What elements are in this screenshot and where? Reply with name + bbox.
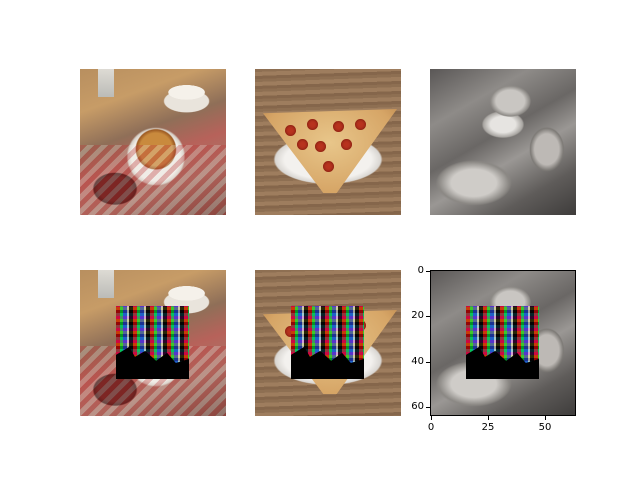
x-tick bbox=[431, 416, 432, 420]
y-tick-label: 40 bbox=[411, 356, 424, 367]
y-tick-label: 20 bbox=[411, 310, 424, 321]
baby-image-original bbox=[430, 69, 576, 215]
noise-patch bbox=[116, 306, 189, 379]
y-tick bbox=[426, 362, 430, 363]
x-tick-label: 25 bbox=[481, 422, 495, 433]
y-tick bbox=[426, 271, 430, 272]
y-tick-label: 0 bbox=[417, 265, 424, 276]
baby-photo bbox=[430, 69, 576, 215]
breakfast-photo bbox=[80, 270, 226, 416]
pizza-image-original bbox=[255, 69, 401, 215]
y-tick-label: 60 bbox=[411, 401, 424, 412]
pizza-image-occluded bbox=[255, 270, 401, 416]
breakfast-photo bbox=[80, 69, 226, 215]
baby-image-occluded bbox=[430, 270, 576, 416]
breakfast-image-original bbox=[80, 69, 226, 215]
x-tick bbox=[545, 416, 546, 420]
breakfast-image-occluded bbox=[80, 270, 226, 416]
pizza-slice bbox=[263, 109, 397, 193]
x-tick-label: 50 bbox=[538, 422, 552, 433]
noise-patch bbox=[466, 306, 539, 379]
x-tick bbox=[488, 416, 489, 420]
x-tick-label: 0 bbox=[427, 422, 435, 433]
noise-patch bbox=[291, 306, 364, 379]
pizza-photo bbox=[255, 69, 401, 215]
y-tick bbox=[426, 407, 430, 408]
y-tick bbox=[426, 316, 430, 317]
